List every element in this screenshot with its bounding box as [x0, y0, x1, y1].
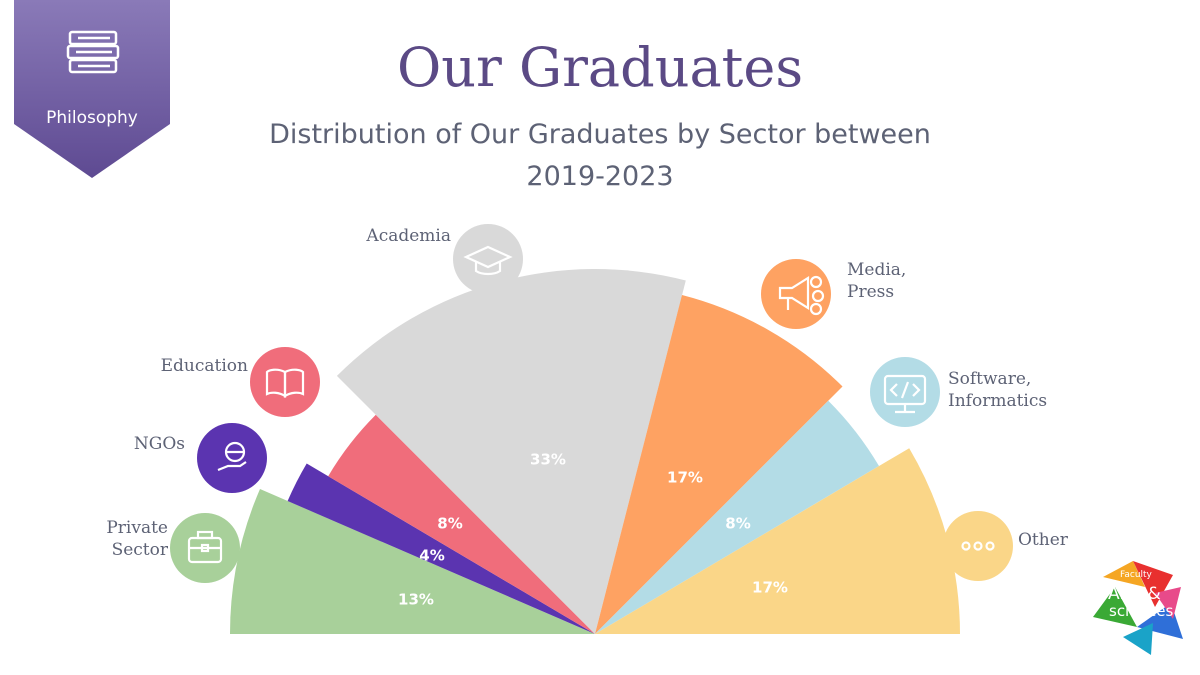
category-label: Academia: [365, 226, 451, 246]
value-label: 13%: [398, 591, 434, 609]
value-label: 17%: [752, 579, 788, 597]
value-label: 8%: [437, 515, 462, 533]
category-label: Software, Informatics: [948, 369, 1047, 411]
value-label: 33%: [530, 451, 566, 469]
logo-small-text: Faculty: [1120, 570, 1152, 580]
category-label: Education: [161, 356, 248, 376]
megaphone-icon: [761, 259, 831, 329]
hand-globe-icon: [197, 423, 267, 493]
slice-ngos: [287, 463, 595, 634]
slice-private-sector: [230, 489, 595, 634]
subtitle-line-2: 2019-2023: [526, 161, 674, 192]
slice-academia: [336, 269, 686, 634]
open-book-icon: [250, 347, 320, 417]
briefcase-icon: [170, 513, 240, 583]
program-badge: Philosophy: [14, 0, 170, 178]
slice-media-press: [595, 295, 843, 634]
badge-label: Philosophy: [46, 108, 138, 128]
code-monitor-icon: [870, 357, 940, 427]
badge-shape: [14, 0, 170, 178]
page-subtitle: Distribution of Our Graduates by Sector …: [260, 114, 940, 198]
more-dots-icon: [943, 511, 1013, 581]
value-label: 17%: [667, 469, 703, 487]
category-label: NGOs: [134, 434, 185, 454]
category-label: Private Sector: [106, 518, 169, 560]
category-label: Media, Press: [847, 260, 906, 302]
category-label: Other: [1018, 530, 1069, 550]
slice-software-informatics: [595, 400, 879, 634]
graduation-cap-icon: [453, 224, 523, 294]
logo-text-line-1: Arts &: [1108, 584, 1161, 604]
faculty-logo: [1093, 557, 1185, 657]
books-icon: [66, 30, 120, 74]
slice-education: [328, 414, 595, 634]
slice-other: [595, 448, 960, 634]
value-label: 8%: [725, 515, 750, 533]
page-title: Our Graduates: [396, 36, 804, 99]
logo-text-line-2: sciences: [1109, 602, 1174, 620]
subtitle-line-1: Distribution of Our Graduates by Sector …: [269, 119, 931, 150]
value-label: 4%: [419, 547, 444, 565]
